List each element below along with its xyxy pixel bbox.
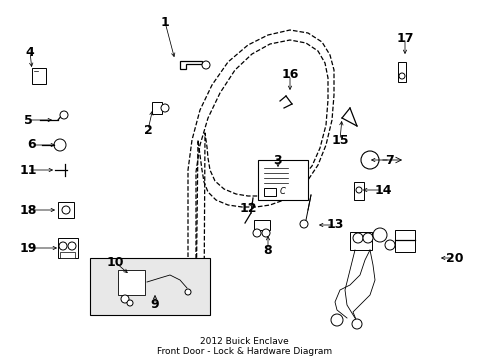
Polygon shape (180, 61, 202, 69)
Text: 16: 16 (281, 68, 298, 81)
Circle shape (60, 111, 68, 119)
Text: 2012 Buick Enclave: 2012 Buick Enclave (200, 338, 288, 346)
Bar (58, 202, 74, 218)
Text: 2: 2 (143, 123, 152, 136)
Text: 12: 12 (239, 202, 256, 215)
Circle shape (360, 151, 378, 169)
Text: 13: 13 (325, 219, 343, 231)
Circle shape (384, 240, 394, 250)
Circle shape (202, 61, 209, 69)
Text: 15: 15 (330, 134, 348, 147)
Bar (60, 252, 75, 258)
Bar (152, 102, 162, 114)
Text: 3: 3 (273, 153, 282, 166)
Bar (253, 220, 269, 230)
Text: 9: 9 (150, 298, 159, 311)
Circle shape (62, 206, 70, 214)
Text: 11: 11 (19, 163, 37, 176)
Bar (118, 270, 145, 295)
Circle shape (68, 242, 76, 250)
Circle shape (127, 300, 133, 306)
Bar (90, 258, 209, 315)
Circle shape (184, 289, 191, 295)
Circle shape (351, 319, 361, 329)
Text: 10: 10 (106, 256, 123, 269)
Text: 1: 1 (160, 15, 169, 28)
Text: 14: 14 (373, 184, 391, 197)
Circle shape (355, 187, 361, 193)
Circle shape (330, 314, 342, 326)
Text: Front Door - Lock & Hardware Diagram: Front Door - Lock & Hardware Diagram (157, 347, 331, 356)
Circle shape (54, 139, 66, 151)
Circle shape (262, 229, 269, 237)
Text: 6: 6 (28, 139, 36, 152)
Circle shape (372, 228, 386, 242)
Bar (258, 160, 307, 200)
Bar (264, 188, 275, 196)
Text: 5: 5 (23, 113, 32, 126)
Text: 7: 7 (385, 153, 393, 166)
Circle shape (362, 233, 372, 243)
Circle shape (121, 295, 129, 303)
Circle shape (352, 233, 362, 243)
Text: 20: 20 (446, 252, 463, 265)
Bar (394, 230, 414, 252)
Circle shape (252, 229, 261, 237)
Text: 17: 17 (395, 31, 413, 45)
Text: 18: 18 (19, 203, 37, 216)
Bar (353, 182, 363, 200)
Circle shape (398, 73, 404, 79)
Text: 4: 4 (25, 45, 34, 58)
Circle shape (299, 220, 307, 228)
Bar (397, 62, 405, 82)
Text: 8: 8 (263, 243, 272, 256)
Bar (349, 232, 371, 250)
Bar (58, 238, 78, 258)
Circle shape (161, 104, 169, 112)
Circle shape (59, 242, 67, 250)
Text: C: C (280, 188, 285, 197)
Text: 19: 19 (19, 242, 37, 255)
Bar (32, 68, 46, 84)
